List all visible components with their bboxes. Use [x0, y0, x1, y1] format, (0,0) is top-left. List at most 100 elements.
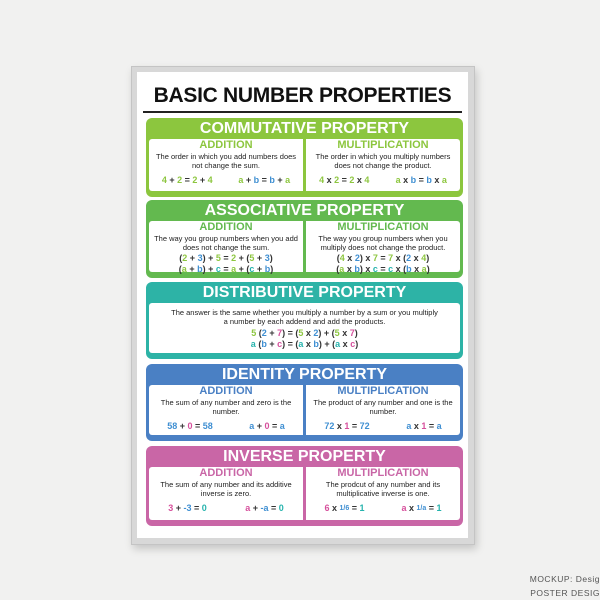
- equation-token: (: [336, 253, 340, 263]
- equation: a + b = b + a: [238, 175, 290, 185]
- equation-token: x: [362, 253, 373, 263]
- property-column: MULTIPLICATION The order in which you mul…: [303, 139, 460, 191]
- equation-token: 3: [264, 253, 270, 263]
- equation: (2 + 3) + 5 = 2 + (5 + 3): [179, 253, 272, 264]
- equation-token: 2: [406, 253, 412, 263]
- equation-token: c: [215, 264, 221, 274]
- equation-token: x: [344, 253, 355, 263]
- equation-token: x: [340, 339, 351, 349]
- equation-token: ): [359, 253, 363, 263]
- equation-token: x: [344, 264, 355, 274]
- poster-title: BASIC NUMBER PROPERTIES: [153, 84, 452, 107]
- equation-token: 72: [324, 421, 335, 431]
- equation-token: a: [401, 503, 407, 513]
- equation-token: x: [354, 175, 365, 185]
- equation-token: c: [372, 264, 378, 274]
- section-title: INVERSE PROPERTY: [223, 448, 386, 465]
- equation-token: ): [269, 253, 273, 263]
- equations: (2 + 3) + 5 = 2 + (5 + 3) (a + b) + c = a…: [149, 253, 303, 275]
- equation-token: +: [274, 175, 286, 185]
- column-label: ADDITION: [199, 385, 253, 397]
- equation-token: +: [254, 264, 265, 274]
- equation-token: + (: [236, 264, 250, 274]
- equation-token: 2: [177, 175, 183, 185]
- equation: a + -a = 0: [245, 503, 284, 513]
- section-title: DISTRIBUTIVE PROPERTY: [202, 284, 407, 301]
- watermark-line-1: MOCKUP: Desig: [529, 574, 600, 584]
- equation-token: x (: [393, 264, 407, 274]
- equation-token: 72: [359, 421, 370, 431]
- equation-token: 2: [349, 175, 355, 185]
- equations: (4 x 2) x 7 = 7 x (2 x 4) (a x b) x c = c…: [306, 253, 460, 275]
- equation-token: b: [253, 175, 260, 185]
- equation-token: b: [269, 175, 275, 185]
- equation-token: (: [255, 339, 262, 349]
- column-description: The order in which you multiply numbers …: [315, 152, 451, 170]
- equation-token: 1: [436, 503, 442, 513]
- equation-token: (: [179, 253, 183, 263]
- equations: 4 x 2 = 2 x 4 a x b = b x a: [306, 175, 460, 185]
- equation-token: =: [220, 264, 232, 274]
- watermark-line-2: POSTER DESIG: [530, 588, 600, 598]
- equation-token: x: [329, 503, 340, 513]
- equation-token: 5: [334, 328, 340, 338]
- equation-token: ): [354, 328, 358, 338]
- equation-token: ): [355, 339, 359, 349]
- equation-token: +: [177, 421, 188, 431]
- equation-token: +: [254, 253, 265, 263]
- property-column: MULTIPLICATION The way you group numbers …: [303, 221, 460, 275]
- equation-token: b: [197, 264, 203, 274]
- equation-token: x: [411, 421, 422, 431]
- equation-token: =: [192, 421, 203, 431]
- property-column: MULTIPLICATION The prodcut of any number …: [303, 467, 460, 520]
- equations: 5 (2 + 7) = (5 x 2) + (5 x 7) a (b + c) =…: [149, 328, 460, 350]
- equation-token: 3: [197, 253, 203, 263]
- equation-token: +: [187, 253, 198, 263]
- equation-token: c: [249, 264, 255, 274]
- equation-token: 5: [249, 253, 255, 263]
- equations: 72 x 1 = 72 a x 1 = a: [306, 421, 460, 431]
- equation-token: ): [202, 253, 206, 263]
- equation-token: a: [279, 421, 285, 431]
- fraction: 1/6: [339, 505, 350, 513]
- equation-token: a: [249, 421, 255, 431]
- equation-token: 1: [421, 421, 427, 431]
- equation-token: 6: [324, 503, 330, 513]
- equation-token: =: [377, 253, 389, 263]
- equation-token: b: [313, 339, 319, 349]
- section-title: ASSOCIATIVE PROPERTY: [204, 202, 405, 219]
- column-label: ADDITION: [199, 139, 253, 151]
- column-label: MULTIPLICATION: [337, 221, 429, 233]
- equation-token: x: [303, 328, 314, 338]
- property-column: ADDITION The sum of any number and zero i…: [149, 385, 303, 435]
- equation-token: =: [191, 503, 202, 513]
- equation: 6 x 1/6 = 1: [324, 503, 364, 513]
- equation-token: 58: [202, 421, 213, 431]
- equation-token: =: [268, 503, 279, 513]
- equation-token: 2: [231, 253, 237, 263]
- poster: BASIC NUMBER PROPERTIES COMMUTATIVE PROP…: [137, 72, 468, 538]
- equation-token: (: [336, 264, 340, 274]
- section-body: The answer is the same whether you multi…: [149, 303, 460, 353]
- equation-token: + (: [236, 253, 250, 263]
- equation-token: a: [250, 339, 256, 349]
- column-description: The way you group numbers when you multi…: [318, 234, 448, 252]
- property-column: MULTIPLICATION The product of any number …: [303, 385, 460, 435]
- equation-token: 7: [388, 253, 394, 263]
- property-column: ADDITION The order in which you add numbe…: [149, 139, 303, 191]
- column-description: The sum of any number and zero is the nu…: [160, 398, 292, 416]
- equation-token: a: [181, 264, 187, 274]
- equation-token: +: [254, 421, 265, 431]
- equation-token: + (: [321, 339, 336, 349]
- equation-token: 2: [182, 253, 188, 263]
- equation: 5 (2 + 7) = (5 x 2) + (5 x 7): [251, 328, 357, 339]
- equation-token: ): [270, 264, 274, 274]
- property-section: IDENTITY PROPERTY ADDITION The sum of any …: [146, 364, 463, 441]
- equation-token: =: [426, 421, 437, 431]
- equation-token: =: [426, 503, 437, 513]
- equation-token: 1: [359, 503, 365, 513]
- equation-token: a: [395, 175, 401, 185]
- section-body: ADDITION The order in which you add numbe…: [149, 139, 460, 191]
- equation-token: 7: [349, 328, 355, 338]
